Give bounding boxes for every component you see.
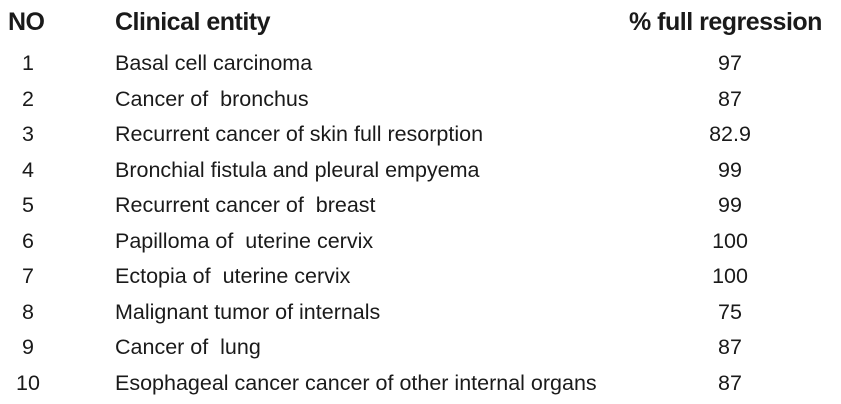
table-row: 8 Malignant tumor of internals 75 xyxy=(0,295,841,331)
row-number: 7 xyxy=(22,264,34,288)
clinical-entity: Malignant tumor of internals xyxy=(115,299,381,324)
full-regression-percent: 99 xyxy=(718,193,742,217)
table-row: 9 Cancer of lung 87 xyxy=(0,330,841,366)
row-number: 3 xyxy=(22,122,34,146)
table-row: 10 Esophageal cancer cancer of other int… xyxy=(0,366,841,402)
clinical-entity: Cancer of bronchus xyxy=(115,86,309,111)
row-number: 2 xyxy=(22,86,34,111)
row-number: 8 xyxy=(22,299,34,324)
clinical-entity: Recurrent cancer of breast xyxy=(115,193,376,217)
row-number: 9 xyxy=(22,335,34,359)
row-number: 4 xyxy=(22,157,34,182)
full-regression-percent: 75 xyxy=(718,299,742,324)
table-header-row: NO Clinical entity % full regression xyxy=(0,0,841,46)
table-row: 1 Basal cell carcinoma 97 xyxy=(0,46,841,82)
row-number: 5 xyxy=(22,193,34,217)
full-regression-percent: 87 xyxy=(718,335,742,359)
header-clinical-entity: Clinical entity xyxy=(115,8,271,36)
clinical-entity: Ectopia of uterine cervix xyxy=(115,264,351,288)
table-row: 6 Papilloma of uterine cervix 100 xyxy=(0,224,841,260)
table-row: 2 Cancer of bronchus 87 xyxy=(0,82,841,118)
table-row: 4 Bronchial fistula and pleural empyema … xyxy=(0,153,841,189)
full-regression-percent: 100 xyxy=(712,228,748,253)
full-regression-percent: 87 xyxy=(718,370,742,395)
full-regression-percent: 97 xyxy=(718,51,742,75)
clinical-entity: Basal cell carcinoma xyxy=(115,51,313,75)
full-regression-percent: 87 xyxy=(718,86,742,111)
row-number: 6 xyxy=(22,228,34,253)
table-row: 5 Recurrent cancer of breast 99 xyxy=(0,188,841,224)
full-regression-percent: 100 xyxy=(712,264,748,288)
full-regression-percent: 82.9 xyxy=(709,122,751,146)
clinical-entity: Esophageal cancer cancer of other intern… xyxy=(115,370,597,395)
table-row: 3 Recurrent cancer of skin full resorpti… xyxy=(0,117,841,153)
table-row: 7 Ectopia of uterine cervix 100 xyxy=(0,259,841,295)
clinical-entity: Papilloma of uterine cervix xyxy=(115,228,374,253)
clinical-entity: Bronchial fistula and pleural empyema xyxy=(115,157,480,182)
row-number: 1 xyxy=(22,51,34,75)
clinical-entity: Recurrent cancer of skin full resorption xyxy=(115,122,484,146)
row-number: 10 xyxy=(16,370,40,395)
header-full-regression: % full regression xyxy=(629,8,822,36)
clinical-entity: Cancer of lung xyxy=(115,335,261,359)
header-no: NO xyxy=(8,8,45,36)
full-regression-percent: 99 xyxy=(718,157,742,182)
